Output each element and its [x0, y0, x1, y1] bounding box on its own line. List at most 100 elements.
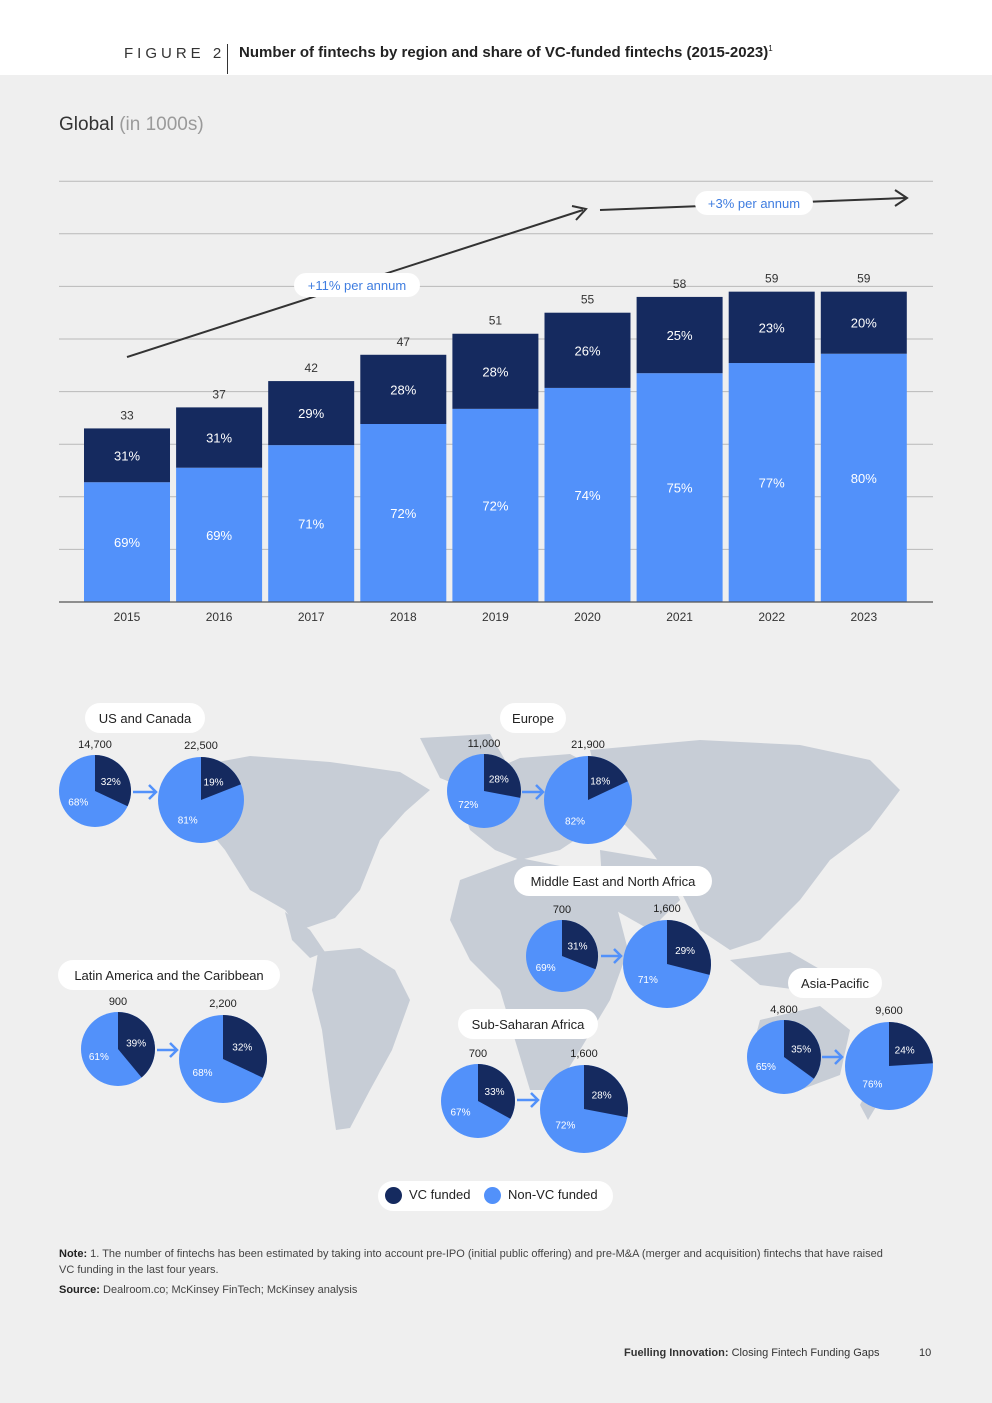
bar-nonvc-2020	[544, 387, 631, 602]
label-nonvc-2023: 80%	[851, 471, 877, 486]
region-latin-america-and-the-caribbean-start-pie: 39% 61%	[81, 1012, 156, 1086]
region-latin-america-and-the-caribbean-start-pie-vc-label: 39%	[126, 1038, 146, 1049]
region-middle-east-and-north-africa-start-pie-nonvc-label: 69%	[536, 963, 556, 974]
regional-map: US and Canada 14,700 22,500 32% 68% 19% 81% Eur…	[58, 703, 933, 1153]
legend-nonvc: Non-VC funded	[484, 1187, 598, 1205]
label-nonvc-2022: 77%	[759, 476, 785, 491]
label-vc-2022: 23%	[759, 320, 785, 335]
region-europe-start-count: 11,000	[468, 738, 501, 750]
region-latin-america-and-the-caribbean-end-pie: 32% 68%	[179, 1015, 267, 1103]
region-sub-saharan-africa-start-count: 700	[469, 1048, 487, 1060]
x-tick-2016: 2016	[206, 610, 233, 624]
map-south-america	[312, 948, 410, 1130]
region-latin-america-and-the-caribbean-end-pie-vc-label: 32%	[232, 1043, 252, 1054]
region-asia-pacific-end-pie-vc-label: 24%	[895, 1045, 915, 1056]
annotation-pill-2	[695, 191, 813, 215]
region-us-and-canada-start-count: 14,700	[78, 739, 112, 751]
region-middle-east-and-north-africa-start-pie-vc-slice	[562, 920, 599, 970]
global-chart-title: Global (in 1000s)	[59, 114, 204, 135]
region-asia-pacific-end-pie-vc-slice	[889, 1022, 933, 1066]
region-latin-america-and-the-caribbean-end-pie-vc-slice	[223, 1015, 267, 1078]
region-europe-start-pie-nonvc-label: 72%	[458, 800, 478, 811]
region-us-and-canada-start-pie-vc-slice	[95, 755, 132, 807]
label-nonvc-2019: 72%	[482, 498, 508, 513]
region-latin-america-and-the-caribbean-pill	[58, 960, 280, 990]
bar-vc-2023	[820, 291, 907, 354]
region-europe-arrow-head	[535, 784, 545, 800]
label-vc-2018: 28%	[390, 382, 416, 397]
bar-vc-2018	[360, 354, 447, 425]
page-number: 10	[919, 1347, 932, 1359]
legend-nonvc-swatch	[484, 1187, 501, 1205]
annotation-pill-1	[294, 273, 420, 297]
region-asia-pacific-start-count: 4,800	[770, 1004, 798, 1016]
legend-vc: VC funded	[385, 1187, 470, 1205]
region-asia-pacific-start-pie-nonvc-label: 65%	[756, 1062, 776, 1073]
region-latin-america-and-the-caribbean-label: Latin America and the Caribbean	[74, 968, 263, 983]
bar-vc-2020	[544, 312, 631, 388]
region-us-and-canada-end-pie-vc-label: 19%	[204, 778, 224, 789]
legend: VC funded Non-VC funded	[378, 1181, 613, 1211]
region-sub-saharan-africa-start-pie: 33% 67%	[441, 1064, 515, 1138]
bar-nonvc-2023	[820, 353, 907, 602]
region-asia-pacific-end-pie: 24% 76%	[845, 1022, 933, 1110]
region-latin-america-and-the-caribbean-start-pie-nonvc-label: 61%	[89, 1052, 109, 1063]
region-sub-saharan-africa-start-pie-vc-label: 33%	[485, 1087, 505, 1098]
x-tick-2020: 2020	[574, 610, 601, 624]
source: Source: Dealroom.co; McKinsey FinTech; M…	[59, 1284, 358, 1296]
annotation-text-2: +3% per annum	[708, 196, 800, 211]
bar-vc-2016	[176, 407, 263, 468]
trend-arrowhead-2	[894, 189, 909, 207]
region-middle-east-and-north-africa-pill	[514, 866, 712, 896]
region-europe-end-count: 21,900	[571, 739, 605, 751]
region-us-and-canada-end-pie-nonvc-label: 81%	[178, 816, 198, 827]
region-us-and-canada-start-pie-vc-label: 32%	[101, 777, 121, 788]
region-sub-saharan-africa-arrow-head	[530, 1092, 540, 1108]
figure-title: Number of fintechs by region and share o…	[239, 44, 773, 61]
region-middle-east-and-north-africa-end-pie-nonvc-label: 71%	[638, 975, 658, 986]
region-sub-saharan-africa-start-pie-nonvc-label: 67%	[450, 1107, 470, 1118]
bar-vc-2015	[84, 428, 170, 483]
note: Note: 1. The number of fintechs has been…	[59, 1248, 883, 1276]
region-asia-pacific-label: Asia-Pacific	[801, 976, 869, 991]
label-vc-2016: 31%	[206, 431, 232, 446]
bar-vc-2019	[452, 333, 539, 409]
region-us-and-canada-arrow-head	[148, 784, 158, 800]
region-us-and-canada-start-pie: 32% 68%	[59, 755, 132, 827]
x-tick-2021: 2021	[666, 610, 693, 624]
region-latin-america-and-the-caribbean-start-pie-vc-slice	[118, 1012, 156, 1078]
bar-nonvc-2018	[360, 424, 447, 602]
total-label-2021: 58	[673, 277, 687, 291]
region-europe-pill	[500, 703, 566, 733]
region-sub-saharan-africa-end-pie-vc-label: 28%	[592, 1090, 612, 1101]
label-vc-2021: 25%	[667, 328, 693, 343]
region-us-and-canada-end-count: 22,500	[184, 740, 218, 752]
region-europe-label: Europe	[512, 711, 554, 726]
region-middle-east-and-north-africa-end-count: 1,600	[653, 903, 681, 915]
label-nonvc-2018: 72%	[390, 506, 416, 521]
region-sub-saharan-africa-end-pie-vc-slice	[584, 1065, 628, 1118]
region-asia-pacific-end-pie-nonvc-label: 76%	[862, 1080, 882, 1091]
region-middle-east-and-north-africa-end-pie-vc-slice	[667, 920, 711, 975]
bar-vc-2017	[268, 381, 355, 446]
region-middle-east-and-north-africa-start-count: 700	[553, 904, 571, 916]
region-middle-east-and-north-africa-end-pie-vc-label: 29%	[675, 946, 695, 957]
region-asia-pacific-start-pie-vc-label: 35%	[791, 1044, 811, 1055]
x-tick-2017: 2017	[298, 610, 325, 624]
region-us-and-canada-pill	[85, 703, 205, 733]
region-us-and-canada-end-pie: 19% 81%	[158, 757, 244, 843]
region-middle-east-and-north-africa-end-pie: 29% 71%	[623, 920, 711, 1008]
map-asia	[590, 740, 900, 950]
bar-nonvc-2019	[452, 408, 539, 602]
region-middle-east-and-north-africa-start-pie: 31% 69%	[526, 920, 599, 992]
map-central-america	[285, 912, 325, 958]
bar-vc-2021	[636, 296, 723, 374]
region-sub-saharan-africa-end-pie: 28% 72%	[540, 1065, 628, 1153]
bar-nonvc-2016	[176, 467, 263, 602]
footer-title: Fuelling Innovation: Closing Fintech Fun…	[624, 1347, 880, 1359]
region-latin-america-and-the-caribbean-end-pie-nonvc-label: 68%	[193, 1068, 213, 1079]
label-nonvc-2021: 75%	[667, 481, 693, 496]
region-sub-saharan-africa-pill	[458, 1009, 598, 1039]
total-label-2019: 51	[489, 314, 503, 328]
annotation-text-1: +11% per annum	[308, 278, 406, 293]
